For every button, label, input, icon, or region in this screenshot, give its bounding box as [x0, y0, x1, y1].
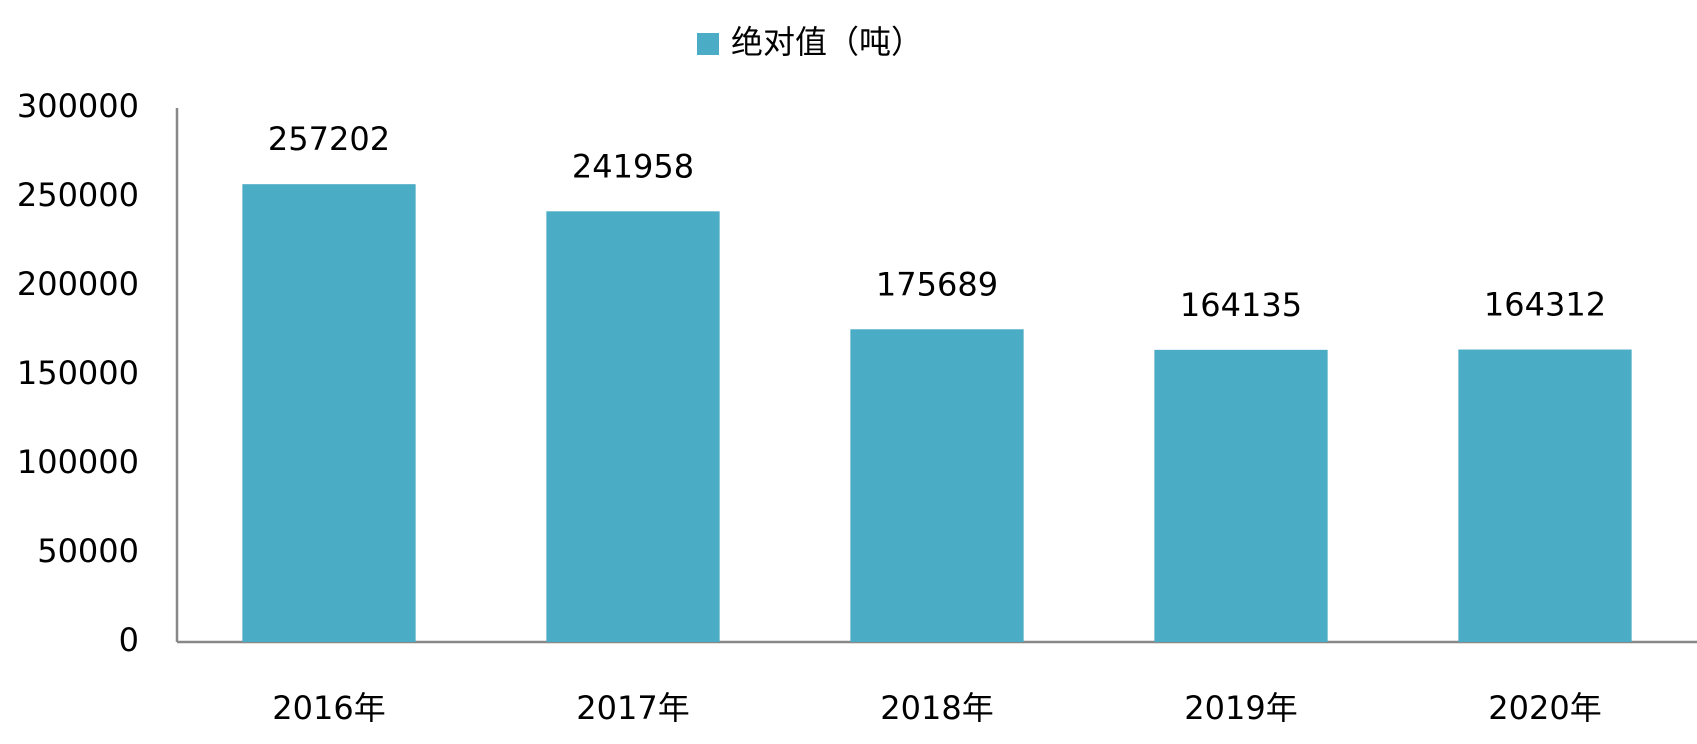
- x-tick-label: 2017年: [576, 689, 689, 727]
- x-tick-label: 2020年: [1488, 689, 1601, 727]
- legend-label: 绝对值（吨）: [731, 23, 923, 61]
- bar: [546, 211, 720, 642]
- data-label: 175689: [876, 265, 998, 303]
- legend-swatch: [697, 33, 719, 55]
- x-tick-label: 2018年: [880, 689, 993, 727]
- bar: [1154, 349, 1328, 642]
- bar: [242, 184, 416, 643]
- y-tick-label: 200000: [17, 265, 139, 303]
- x-tick-label: 2019年: [1184, 689, 1297, 727]
- data-label: 241958: [572, 147, 694, 185]
- bar: [1458, 349, 1632, 642]
- data-label: 164135: [1180, 286, 1302, 324]
- y-tick-label: 0: [119, 621, 139, 659]
- y-tick-label: 250000: [17, 176, 139, 214]
- y-tick-label: 50000: [37, 532, 139, 570]
- bar: [850, 329, 1024, 642]
- y-tick-label: 100000: [17, 443, 139, 481]
- data-label: 164312: [1484, 286, 1606, 324]
- x-tick-label: 2016年: [272, 689, 385, 727]
- y-tick-label: 150000: [17, 354, 139, 392]
- y-tick-label: 300000: [17, 87, 139, 125]
- data-label: 257202: [268, 120, 390, 158]
